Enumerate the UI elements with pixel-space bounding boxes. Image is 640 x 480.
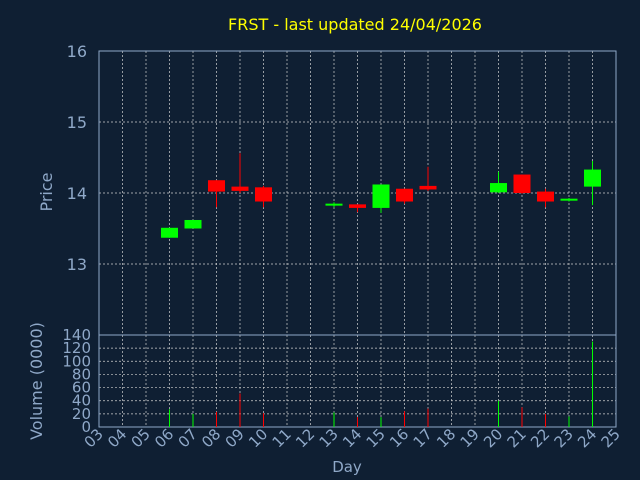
candle bbox=[231, 153, 249, 193]
candle bbox=[372, 184, 390, 213]
candles bbox=[161, 153, 601, 238]
day-tick-label: 17 bbox=[410, 425, 436, 451]
candle-body bbox=[372, 184, 390, 208]
day-tick-label: 12 bbox=[292, 425, 318, 451]
price-tick-label: 16 bbox=[67, 42, 87, 61]
day-tick-label: 11 bbox=[269, 425, 295, 451]
price-panel: 13 14 15 16 bbox=[67, 42, 617, 336]
volume-tick-label: 20 bbox=[72, 405, 91, 423]
candle-body bbox=[184, 219, 202, 229]
day-tick-label: 25 bbox=[598, 425, 624, 451]
volume-tick-label: 60 bbox=[72, 379, 91, 397]
candle-body bbox=[396, 188, 413, 202]
candle-body bbox=[161, 227, 178, 238]
volume-axis-label: Volume (0000) bbox=[27, 322, 46, 440]
volume-panel: 0204060801001201400304050607080910111213… bbox=[62, 326, 623, 451]
candle-body bbox=[584, 169, 601, 187]
candle-body bbox=[419, 185, 437, 190]
candle bbox=[325, 202, 343, 208]
candle-body bbox=[255, 187, 272, 202]
candle bbox=[419, 166, 437, 191]
day-tick-label: 18 bbox=[433, 425, 459, 451]
candle bbox=[396, 188, 413, 204]
candle-body bbox=[560, 198, 578, 201]
day-tick-label: 24 bbox=[574, 425, 600, 451]
day-axis-label: Day bbox=[332, 458, 362, 476]
candle bbox=[255, 185, 272, 208]
day-tick-label: 10 bbox=[245, 425, 271, 451]
day-tick-label: 19 bbox=[457, 425, 483, 451]
day-tick-label: 07 bbox=[175, 425, 201, 451]
day-tick-label: 04 bbox=[104, 425, 130, 451]
volume-tick-label: 140 bbox=[62, 326, 91, 344]
candle-body bbox=[349, 204, 366, 208]
volume-grid bbox=[98, 334, 617, 428]
candle-body bbox=[490, 183, 507, 193]
candle bbox=[208, 180, 225, 208]
day-tick-label: 14 bbox=[339, 425, 365, 451]
day-tick-label: 08 bbox=[198, 425, 224, 451]
day-tick-label: 22 bbox=[527, 425, 553, 451]
day-tick-label: 15 bbox=[363, 425, 389, 451]
price-tick-label: 13 bbox=[67, 255, 87, 274]
volume-bars bbox=[169, 341, 593, 427]
candle bbox=[584, 161, 601, 206]
volume-tick-label: 0 bbox=[81, 418, 91, 436]
candle-body bbox=[231, 186, 249, 191]
candle-body bbox=[513, 174, 531, 193]
candle bbox=[184, 219, 202, 229]
day-tick-label: 16 bbox=[386, 425, 412, 451]
candle bbox=[513, 174, 531, 194]
candle bbox=[490, 171, 507, 193]
day-tick-label: 21 bbox=[504, 425, 530, 451]
candle bbox=[560, 197, 578, 202]
candle bbox=[537, 188, 554, 208]
price-axis-label: Price bbox=[37, 172, 56, 211]
day-tick-label: 23 bbox=[551, 425, 577, 451]
day-tick-label: 20 bbox=[480, 425, 506, 451]
candle-body bbox=[208, 180, 225, 192]
candle bbox=[161, 227, 178, 238]
chart-title: FRST - last updated 24/04/2026 bbox=[228, 15, 482, 34]
day-tick-label: 05 bbox=[128, 425, 154, 451]
volume-tick-label: 40 bbox=[72, 392, 91, 410]
day-tick-label: 13 bbox=[316, 425, 342, 451]
candle bbox=[349, 204, 366, 213]
volume-tick-label: 100 bbox=[62, 352, 91, 370]
day-tick-labels: 0304050607080910111213141516171819202122… bbox=[81, 425, 624, 451]
volume-tick-label: 120 bbox=[62, 339, 91, 357]
price-tick-label: 15 bbox=[67, 113, 87, 132]
price-tick-label: 14 bbox=[67, 184, 87, 203]
day-tick-label: 09 bbox=[222, 425, 248, 451]
volume-tick-label: 80 bbox=[72, 365, 91, 383]
candle-body bbox=[537, 191, 554, 202]
day-tick-label: 06 bbox=[151, 425, 177, 451]
candle-body bbox=[325, 203, 343, 206]
